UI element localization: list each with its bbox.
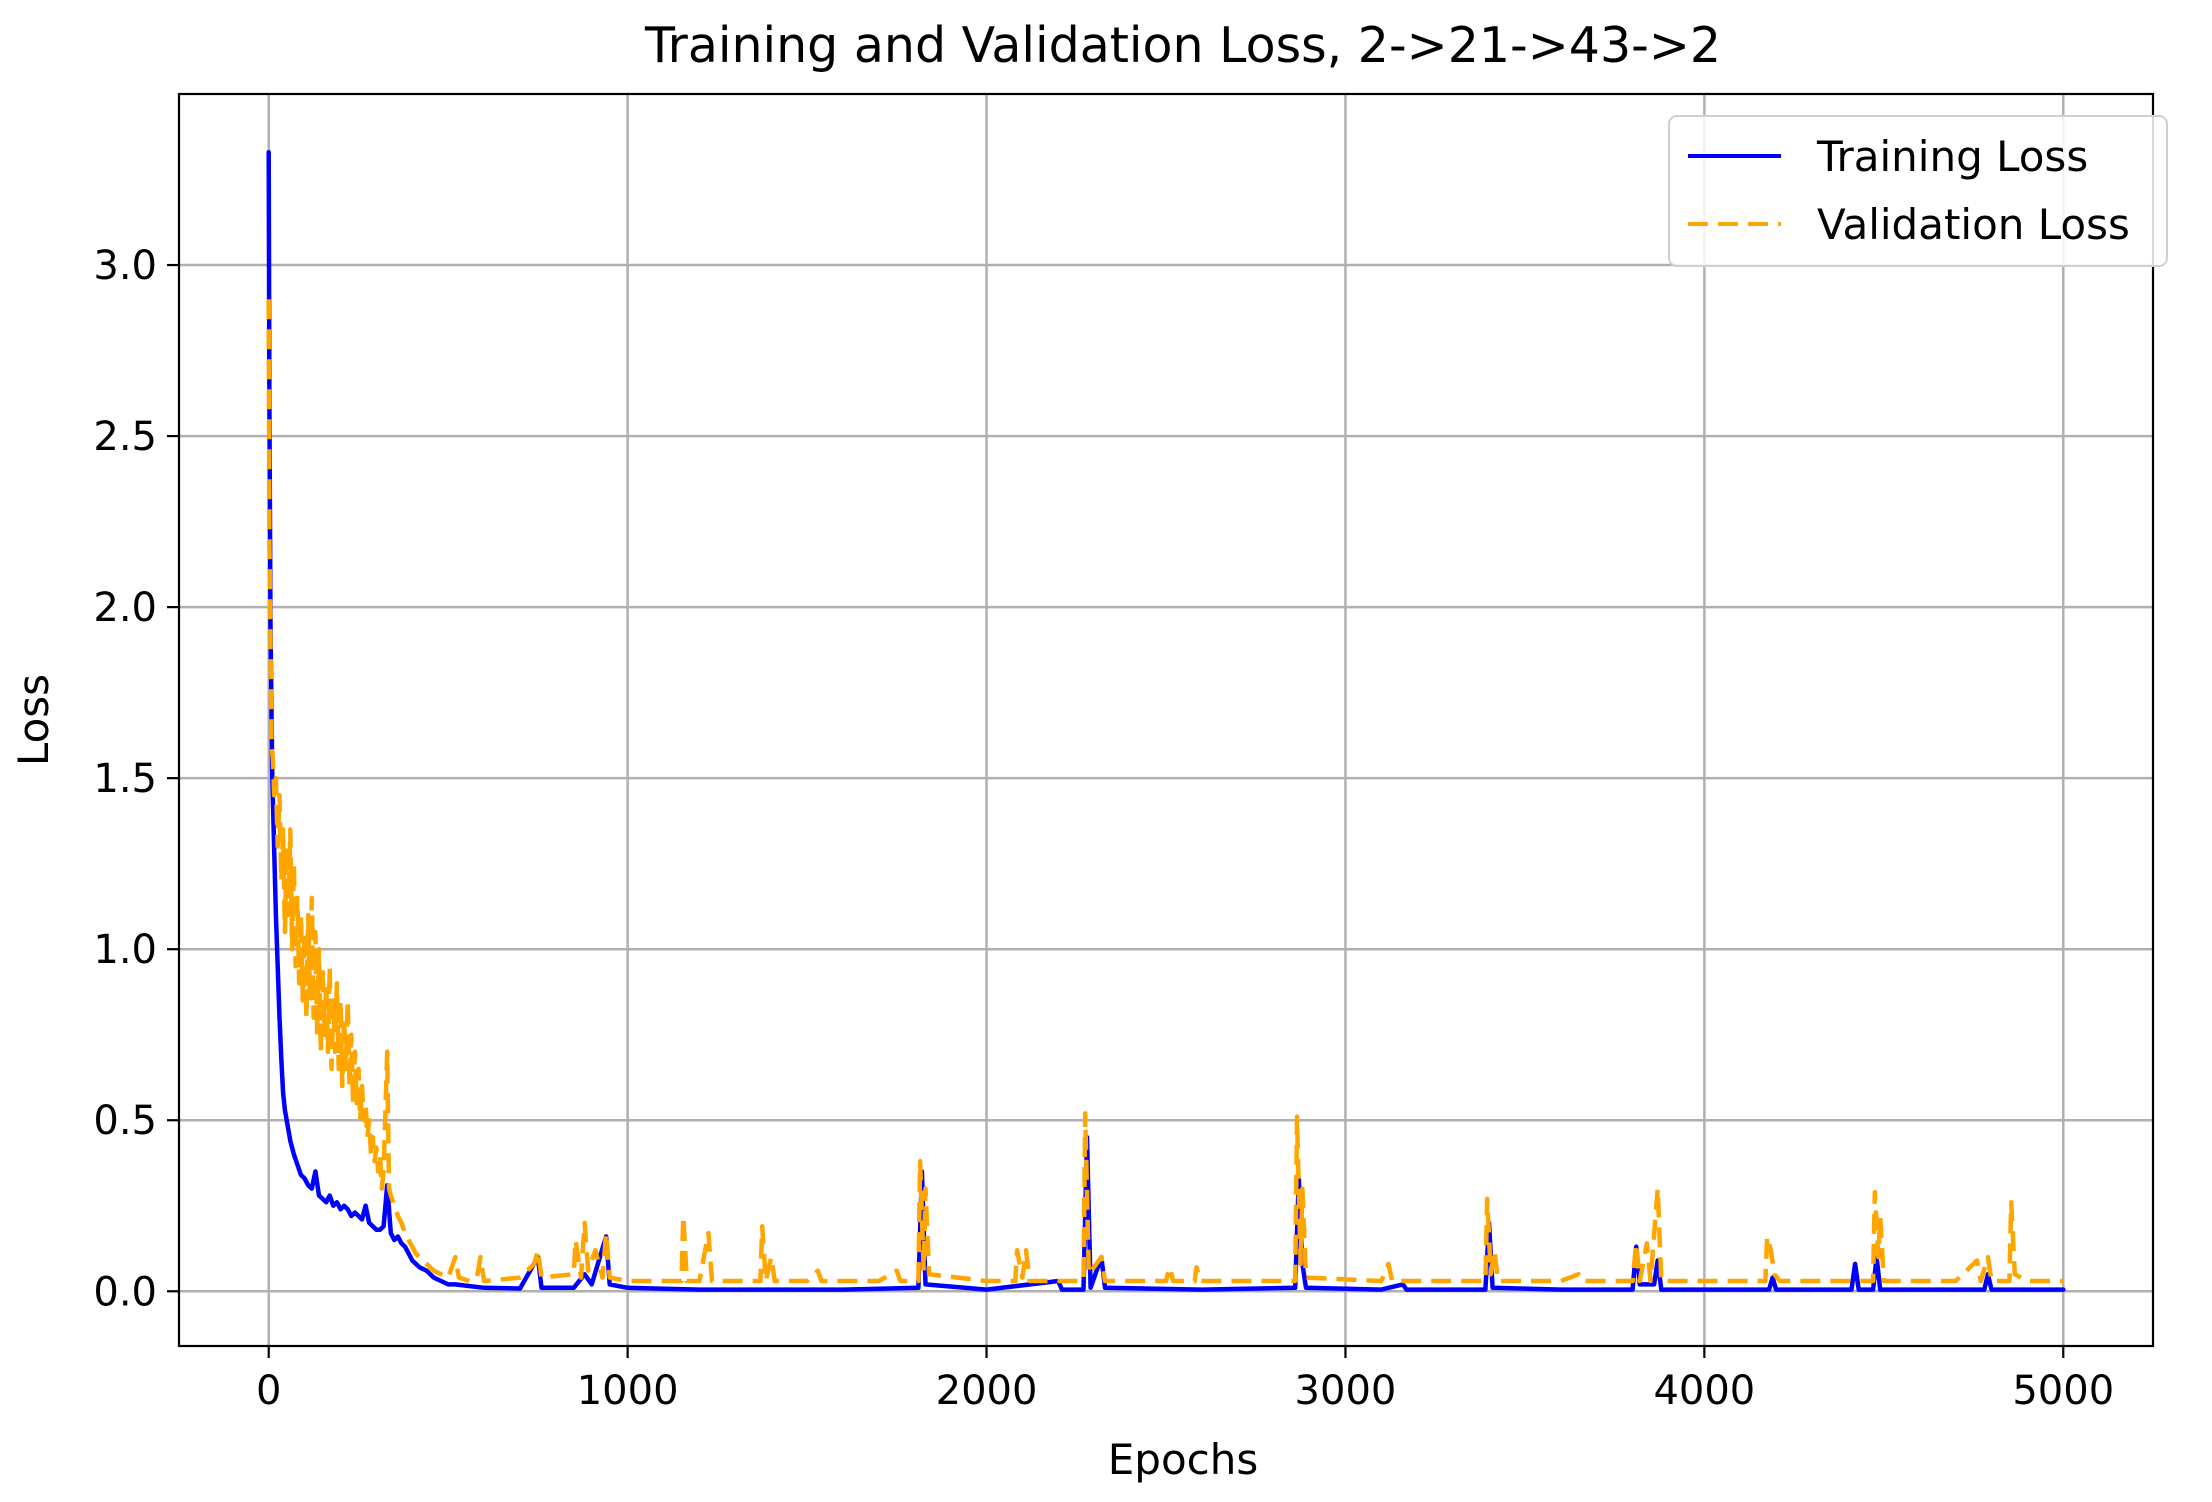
y-tick-label: 2.0 [93, 585, 157, 631]
chart-title: Training and Validation Loss, 2->21->43-… [644, 17, 1721, 74]
legend-training-label: Training Loss [1816, 132, 2088, 181]
validation-loss-line [266, 299, 2064, 1284]
y-tick-label: 3.0 [93, 243, 157, 289]
grid-lines [179, 94, 2153, 1346]
x-tick-label: 2000 [936, 1368, 1038, 1414]
legend-box [1668, 115, 2168, 267]
y-tick-label: 2.5 [93, 414, 157, 460]
y-tick-label: 0.0 [93, 1269, 157, 1315]
x-tick-label: 0 [256, 1368, 281, 1414]
y-axis-label: Loss [9, 674, 58, 766]
plot-frame [177, 92, 2155, 1348]
y-tick-label: 0.5 [93, 1098, 157, 1144]
y-tick-label: 1.0 [93, 927, 157, 973]
training-loss-line [266, 149, 2066, 1292]
legend: Training Loss Validation Loss [1668, 115, 2168, 267]
x-tick-label: 4000 [1653, 1368, 1755, 1414]
y-tick-label: 1.5 [93, 756, 157, 802]
legend-validation-label: Validation Loss [1817, 200, 2130, 249]
y-axis-ticks: 0.0 0.5 1.0 1.5 2.0 2.5 3.0 [93, 243, 179, 1315]
x-tick-label: 1000 [577, 1368, 679, 1414]
series-layer [266, 149, 2066, 1292]
x-tick-label: 3000 [1295, 1368, 1397, 1414]
x-axis-ticks: 0 1000 2000 3000 4000 5000 [256, 1346, 2114, 1414]
x-tick-label: 5000 [2012, 1368, 2114, 1414]
x-axis-label: Epochs [1108, 1435, 1259, 1484]
